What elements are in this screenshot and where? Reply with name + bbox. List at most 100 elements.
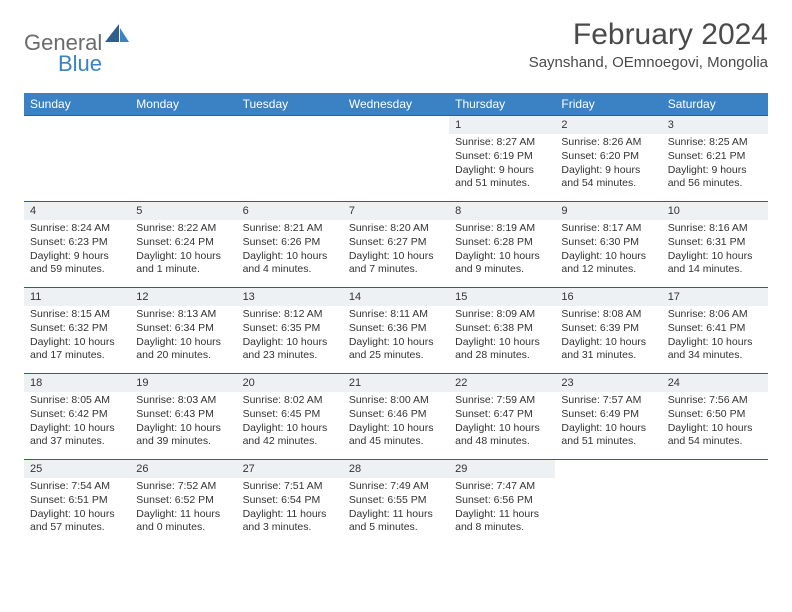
day-number: 22 [449,374,555,392]
calendar-day-cell: 23Sunrise: 7:57 AMSunset: 6:49 PMDayligh… [555,374,661,460]
sunrise-text: Sunrise: 8:13 AM [136,308,230,322]
daylight-text: Daylight: 10 hours and 14 minutes. [668,250,762,277]
daylight-text: Daylight: 11 hours and 8 minutes. [455,508,549,535]
daylight-text: Daylight: 10 hours and 28 minutes. [455,336,549,363]
sail-icon [105,24,129,47]
sunset-text: Sunset: 6:41 PM [668,322,762,336]
day-details: Sunrise: 7:47 AMSunset: 6:56 PMDaylight:… [449,478,555,539]
calendar-week-row: 25Sunrise: 7:54 AMSunset: 6:51 PMDayligh… [24,460,768,546]
day-details: Sunrise: 8:13 AMSunset: 6:34 PMDaylight:… [130,306,236,367]
day-number: 26 [130,460,236,478]
sunset-text: Sunset: 6:45 PM [243,408,337,422]
sunrise-text: Sunrise: 7:47 AM [455,480,549,494]
calendar-day-cell: 28Sunrise: 7:49 AMSunset: 6:55 PMDayligh… [343,460,449,546]
day-number: 1 [449,116,555,134]
sunset-text: Sunset: 6:27 PM [349,236,443,250]
calendar-day-cell: 11Sunrise: 8:15 AMSunset: 6:32 PMDayligh… [24,288,130,374]
calendar-day-cell [237,116,343,202]
sunset-text: Sunset: 6:56 PM [455,494,549,508]
day-details: Sunrise: 8:03 AMSunset: 6:43 PMDaylight:… [130,392,236,453]
day-number: 6 [237,202,343,220]
day-number: 4 [24,202,130,220]
calendar-day-cell: 26Sunrise: 7:52 AMSunset: 6:52 PMDayligh… [130,460,236,546]
daylight-text: Daylight: 10 hours and 42 minutes. [243,422,337,449]
sunrise-text: Sunrise: 7:54 AM [30,480,124,494]
day-number: 17 [662,288,768,306]
calendar-week-row: 11Sunrise: 8:15 AMSunset: 6:32 PMDayligh… [24,288,768,374]
calendar-day-cell: 16Sunrise: 8:08 AMSunset: 6:39 PMDayligh… [555,288,661,374]
sunset-text: Sunset: 6:34 PM [136,322,230,336]
calendar-day-cell [343,116,449,202]
sunset-text: Sunset: 6:38 PM [455,322,549,336]
day-header: Thursday [449,93,555,116]
month-title: February 2024 [529,18,768,52]
day-number: 28 [343,460,449,478]
calendar-day-cell: 21Sunrise: 8:00 AMSunset: 6:46 PMDayligh… [343,374,449,460]
calendar-day-cell: 22Sunrise: 7:59 AMSunset: 6:47 PMDayligh… [449,374,555,460]
day-number: 29 [449,460,555,478]
day-number: 23 [555,374,661,392]
calendar-day-cell: 25Sunrise: 7:54 AMSunset: 6:51 PMDayligh… [24,460,130,546]
day-number: 20 [237,374,343,392]
sunset-text: Sunset: 6:42 PM [30,408,124,422]
calendar-day-cell: 29Sunrise: 7:47 AMSunset: 6:56 PMDayligh… [449,460,555,546]
daylight-text: Daylight: 10 hours and 1 minute. [136,250,230,277]
day-number: 3 [662,116,768,134]
sunset-text: Sunset: 6:46 PM [349,408,443,422]
sunrise-text: Sunrise: 8:26 AM [561,136,655,150]
sunrise-text: Sunrise: 7:49 AM [349,480,443,494]
sunrise-text: Sunrise: 8:11 AM [349,308,443,322]
daylight-text: Daylight: 11 hours and 0 minutes. [136,508,230,535]
daylight-text: Daylight: 11 hours and 3 minutes. [243,508,337,535]
day-details: Sunrise: 8:17 AMSunset: 6:30 PMDaylight:… [555,220,661,281]
day-number: 5 [130,202,236,220]
sunrise-text: Sunrise: 8:27 AM [455,136,549,150]
day-details: Sunrise: 8:00 AMSunset: 6:46 PMDaylight:… [343,392,449,453]
sunset-text: Sunset: 6:32 PM [30,322,124,336]
daylight-text: Daylight: 9 hours and 51 minutes. [455,164,549,191]
daylight-text: Daylight: 10 hours and 57 minutes. [30,508,124,535]
day-details: Sunrise: 7:59 AMSunset: 6:47 PMDaylight:… [449,392,555,453]
daylight-text: Daylight: 10 hours and 20 minutes. [136,336,230,363]
day-details: Sunrise: 8:24 AMSunset: 6:23 PMDaylight:… [24,220,130,281]
calendar-body: 1Sunrise: 8:27 AMSunset: 6:19 PMDaylight… [24,116,768,546]
sunset-text: Sunset: 6:24 PM [136,236,230,250]
daylight-text: Daylight: 9 hours and 54 minutes. [561,164,655,191]
day-details: Sunrise: 7:56 AMSunset: 6:50 PMDaylight:… [662,392,768,453]
calendar-day-cell: 4Sunrise: 8:24 AMSunset: 6:23 PMDaylight… [24,202,130,288]
day-details: Sunrise: 8:26 AMSunset: 6:20 PMDaylight:… [555,134,661,195]
daylight-text: Daylight: 10 hours and 17 minutes. [30,336,124,363]
daylight-text: Daylight: 10 hours and 48 minutes. [455,422,549,449]
sunrise-text: Sunrise: 8:21 AM [243,222,337,236]
day-details: Sunrise: 7:52 AMSunset: 6:52 PMDaylight:… [130,478,236,539]
daylight-text: Daylight: 10 hours and 9 minutes. [455,250,549,277]
day-details: Sunrise: 8:02 AMSunset: 6:45 PMDaylight:… [237,392,343,453]
day-number: 21 [343,374,449,392]
sunset-text: Sunset: 6:30 PM [561,236,655,250]
sunset-text: Sunset: 6:47 PM [455,408,549,422]
calendar-day-cell: 2Sunrise: 8:26 AMSunset: 6:20 PMDaylight… [555,116,661,202]
sunset-text: Sunset: 6:36 PM [349,322,443,336]
sunset-text: Sunset: 6:31 PM [668,236,762,250]
daylight-text: Daylight: 10 hours and 45 minutes. [349,422,443,449]
day-details: Sunrise: 8:20 AMSunset: 6:27 PMDaylight:… [343,220,449,281]
calendar-table: Sunday Monday Tuesday Wednesday Thursday… [24,93,768,546]
daylight-text: Daylight: 10 hours and 51 minutes. [561,422,655,449]
calendar-day-cell: 24Sunrise: 7:56 AMSunset: 6:50 PMDayligh… [662,374,768,460]
day-number: 11 [24,288,130,306]
day-number: 18 [24,374,130,392]
calendar-week-row: 1Sunrise: 8:27 AMSunset: 6:19 PMDaylight… [24,116,768,202]
sunrise-text: Sunrise: 7:59 AM [455,394,549,408]
calendar-day-cell: 20Sunrise: 8:02 AMSunset: 6:45 PMDayligh… [237,374,343,460]
calendar-week-row: 18Sunrise: 8:05 AMSunset: 6:42 PMDayligh… [24,374,768,460]
calendar-week-row: 4Sunrise: 8:24 AMSunset: 6:23 PMDaylight… [24,202,768,288]
sunrise-text: Sunrise: 7:57 AM [561,394,655,408]
sunset-text: Sunset: 6:39 PM [561,322,655,336]
day-number: 16 [555,288,661,306]
day-details: Sunrise: 8:19 AMSunset: 6:28 PMDaylight:… [449,220,555,281]
day-header: Tuesday [237,93,343,116]
day-header: Sunday [24,93,130,116]
day-details: Sunrise: 8:16 AMSunset: 6:31 PMDaylight:… [662,220,768,281]
daylight-text: Daylight: 11 hours and 5 minutes. [349,508,443,535]
day-header: Wednesday [343,93,449,116]
